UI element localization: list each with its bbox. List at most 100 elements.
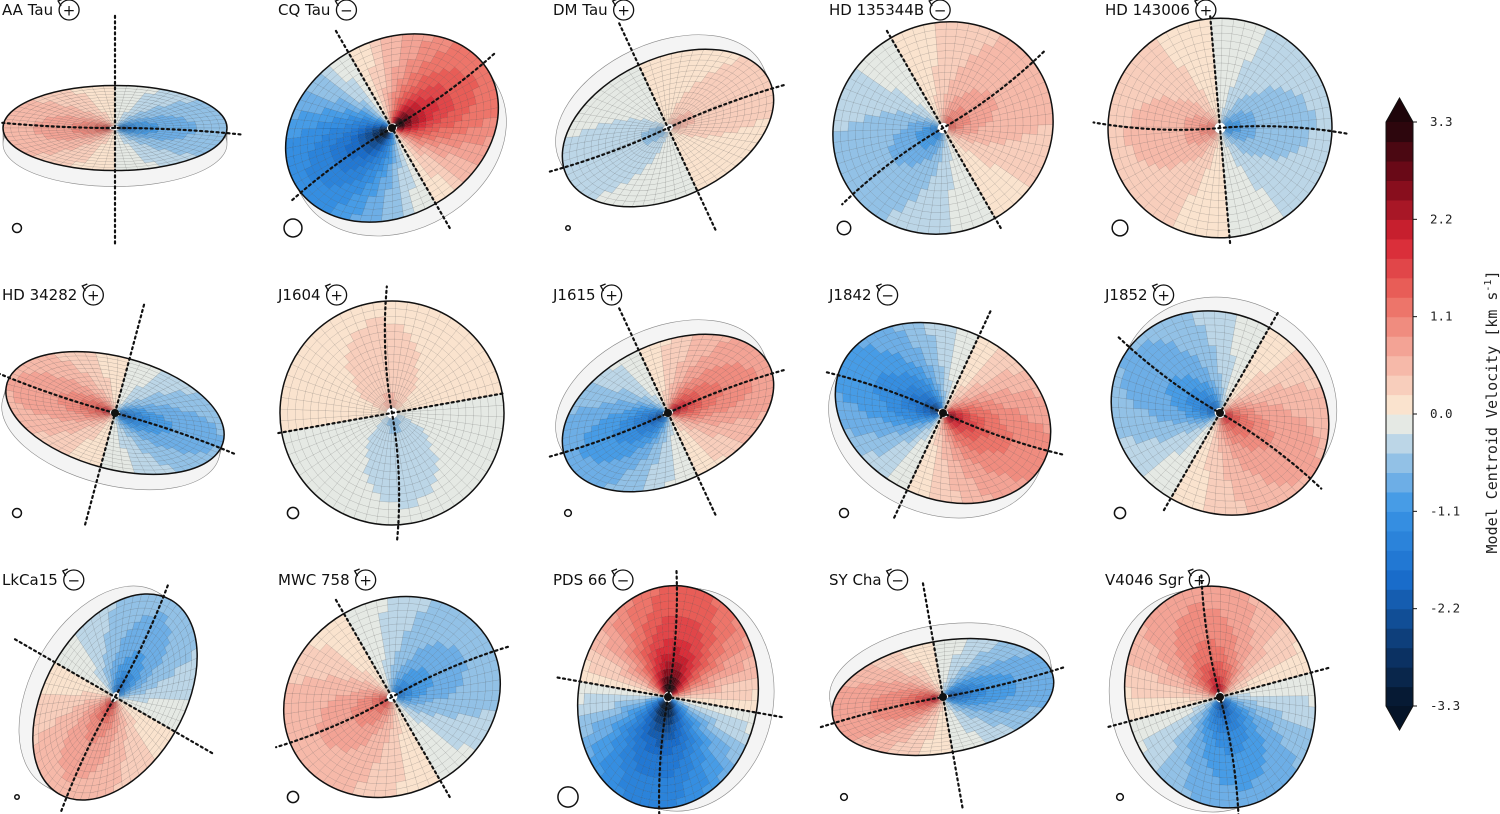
rotation-sign: + <box>63 2 76 20</box>
velocity-cell <box>1036 104 1046 116</box>
velocity-cell <box>314 134 323 144</box>
velocity-cell <box>1138 134 1148 144</box>
velocity-cell <box>105 93 116 98</box>
velocity-cell <box>1323 118 1333 130</box>
velocity-cell <box>940 100 945 109</box>
velocity-cell <box>391 78 398 87</box>
velocity-cell <box>400 46 411 54</box>
velocity-cell <box>373 202 384 210</box>
beam-ellipse <box>283 218 303 238</box>
velocity-cell <box>940 183 949 192</box>
velocity-cell <box>106 96 116 101</box>
panel-title: AA Tau <box>2 1 53 19</box>
velocity-cell <box>387 92 393 100</box>
panel-hd-143006: HD 143006 + <box>1092 0 1348 245</box>
velocity-cell <box>931 197 941 206</box>
velocity-cell <box>877 129 886 137</box>
velocity-cells <box>2 85 228 171</box>
velocity-cell <box>55 127 65 131</box>
velocity-cell <box>329 128 338 135</box>
velocity-cell <box>918 218 931 227</box>
velocity-cell <box>870 129 879 138</box>
velocity-cell <box>114 150 123 154</box>
velocity-cell <box>928 219 941 228</box>
velocity-cell <box>203 123 213 129</box>
rotation-indicator: + <box>57 0 80 21</box>
panel-dm-tau: DM Tau + <box>548 0 788 234</box>
panel-title: HD 34282 <box>2 286 77 304</box>
velocity-cell <box>993 120 1001 127</box>
velocity-cell <box>1014 109 1024 119</box>
velocity-cell <box>862 137 872 147</box>
velocity-cell <box>862 122 872 131</box>
beam-ellipse <box>11 222 23 234</box>
rotation-indicator: + <box>1193 0 1217 21</box>
velocity-cell <box>945 43 956 52</box>
velocity-cell <box>1153 132 1163 141</box>
velocity-cell <box>384 182 393 190</box>
velocity-cell <box>1037 114 1046 126</box>
velocity-cell <box>104 91 116 95</box>
velocity-cell <box>944 64 953 73</box>
velocity-cell <box>947 181 955 191</box>
velocity-cell <box>1210 18 1223 27</box>
velocity-cell <box>1285 128 1295 137</box>
velocity-cell <box>939 211 951 220</box>
velocity-cell <box>180 124 190 129</box>
velocity-cell <box>1145 119 1155 128</box>
velocity-cell <box>1153 119 1162 128</box>
rotation-indicator: − <box>928 0 951 21</box>
velocity-cell <box>862 130 871 139</box>
velocity-cell <box>292 145 301 157</box>
velocity-cell <box>63 127 72 131</box>
velocity-cell <box>401 40 413 48</box>
velocity-cell <box>10 127 19 133</box>
velocity-cell <box>1221 47 1231 57</box>
velocity-cell <box>992 126 1001 133</box>
velocity-cell <box>1115 115 1125 127</box>
velocity-cell <box>195 124 205 129</box>
velocity-cell <box>936 43 946 52</box>
velocity-cell <box>985 121 994 127</box>
velocity-cell <box>1022 125 1031 135</box>
velocity-cell <box>939 218 951 228</box>
velocity-cell <box>476 110 485 120</box>
panel-hd-135344b: HD 135344B − <box>829 0 1054 236</box>
velocity-cell <box>105 158 116 163</box>
velocity-cell <box>33 130 43 135</box>
panel-title: HD 135344B <box>829 1 924 19</box>
velocity-cell <box>931 65 939 75</box>
velocity-cell <box>1207 214 1219 224</box>
velocity-cell <box>321 134 330 142</box>
velocity-cell <box>107 150 116 154</box>
velocity-cell <box>892 124 901 130</box>
velocity-cell <box>941 161 947 170</box>
panel-title: HD 143006 <box>1105 1 1190 19</box>
velocity-cell <box>114 155 124 160</box>
velocity-cell <box>1029 105 1039 117</box>
velocity-cell <box>1284 113 1294 123</box>
velocity-cell <box>112 397 116 403</box>
velocity-cell <box>391 72 399 80</box>
velocity-cell <box>932 72 940 82</box>
velocity-cell <box>840 130 849 142</box>
velocity-cell <box>187 121 197 126</box>
velocity-cell <box>439 122 448 128</box>
velocity-cell <box>1045 113 1054 126</box>
rotation-sign: + <box>617 2 630 20</box>
velocity-cell <box>114 91 126 95</box>
rotation-indicator: − <box>334 0 358 21</box>
velocity-cell <box>1015 117 1024 126</box>
velocity-cell <box>978 122 987 128</box>
velocity-cell <box>945 21 959 30</box>
velocity-cell <box>899 128 908 134</box>
velocity-cell <box>453 120 463 128</box>
velocity-cell <box>1007 125 1016 134</box>
velocity-cell <box>855 130 864 140</box>
velocity-cell <box>1206 222 1219 231</box>
velocity-cell <box>48 127 57 131</box>
velocity-cell <box>1217 229 1230 238</box>
velocity-cell <box>391 66 400 74</box>
velocity-cell <box>483 99 492 111</box>
velocity-cell <box>1130 134 1141 146</box>
